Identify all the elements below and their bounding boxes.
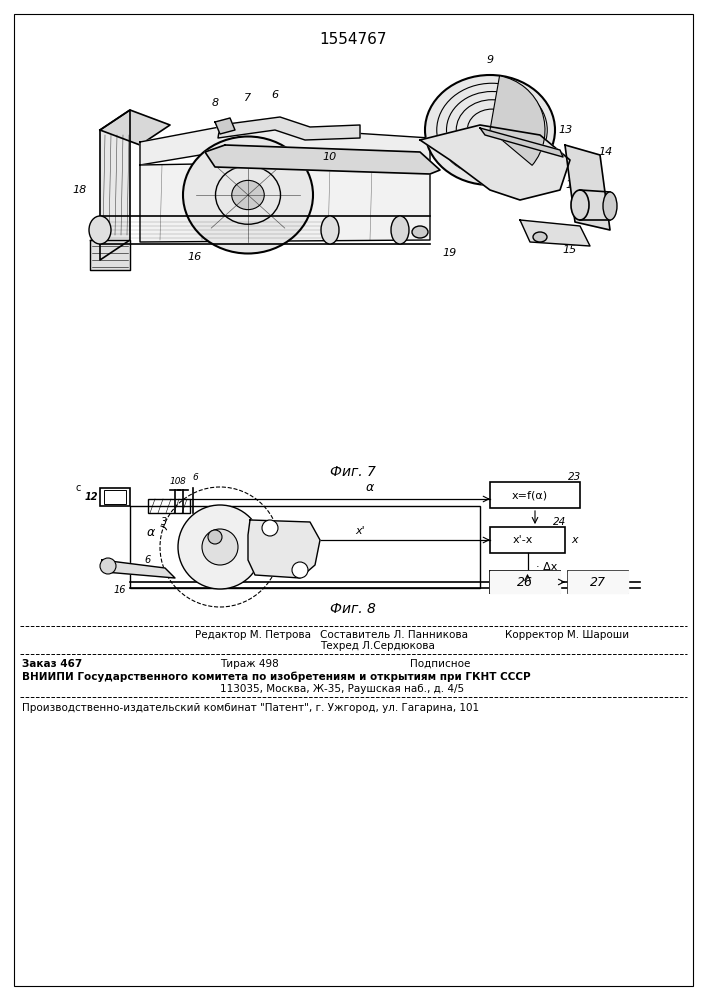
Polygon shape [520,220,590,246]
Bar [490,571,560,593]
Polygon shape [90,240,130,270]
Circle shape [202,529,238,565]
Text: 6: 6 [271,90,279,100]
Text: Техред Л.Сердюкова: Техред Л.Сердюкова [320,641,435,651]
Text: x'-x: x'-x [513,535,532,545]
Wedge shape [490,76,545,165]
Bar [130,506,480,588]
Text: 7: 7 [245,93,252,103]
Text: 9: 9 [486,55,493,65]
Polygon shape [100,110,130,260]
Ellipse shape [425,75,555,185]
Text: 25: 25 [189,517,201,527]
Text: 6: 6 [145,555,151,565]
Bar [148,499,190,513]
Text: 11: 11 [228,526,240,534]
Bar [490,482,580,508]
Polygon shape [565,145,610,230]
Text: 21: 21 [228,546,240,554]
Circle shape [292,562,308,578]
Polygon shape [215,118,235,134]
Text: 20: 20 [197,526,208,534]
Text: 8: 8 [180,477,186,486]
Bar [568,571,628,593]
Text: x: x [572,535,578,545]
Circle shape [178,505,262,589]
Ellipse shape [183,136,313,253]
Text: 1554767: 1554767 [320,32,387,47]
Polygon shape [218,117,360,140]
Bar [100,488,130,506]
Ellipse shape [533,232,547,242]
Ellipse shape [232,180,264,210]
Polygon shape [140,160,430,242]
Bar [104,490,126,504]
Text: Фиг. 8: Фиг. 8 [330,602,376,616]
Text: 3: 3 [161,517,167,527]
Text: 12: 12 [85,492,98,502]
Text: 16: 16 [114,585,127,595]
Text: 13: 13 [558,125,572,135]
Ellipse shape [603,192,617,220]
Text: α: α [147,526,155,538]
Text: 6: 6 [192,473,198,482]
Text: Корректор М. Шароши: Корректор М. Шароши [505,630,629,640]
Text: 18: 18 [73,185,87,195]
Ellipse shape [89,216,111,244]
Text: 8: 8 [211,98,218,108]
Text: Тираж 498: Тираж 498 [220,659,279,669]
Ellipse shape [391,216,409,244]
Polygon shape [102,560,175,578]
Text: α: α [366,481,374,494]
Text: Заказ 467: Заказ 467 [22,659,82,669]
Text: Редактор М. Петрова: Редактор М. Петрова [195,630,311,640]
Text: Подписное: Подписное [410,659,470,669]
Polygon shape [205,145,440,174]
Circle shape [100,558,116,574]
Text: 10: 10 [323,152,337,162]
Polygon shape [480,128,563,157]
Polygon shape [490,571,560,593]
Circle shape [208,530,222,544]
Text: · Δx: · Δx [535,562,557,572]
Text: 113035, Москва, Ж-35, Раушская наб., д. 4/5: 113035, Москва, Ж-35, Раушская наб., д. … [220,684,464,694]
Text: 11: 11 [468,107,482,117]
Text: 15: 15 [563,245,577,255]
Text: ВНИИПИ Государственного комитета по изобретениям и открытиям при ГКНТ СССР: ВНИИПИ Государственного комитета по изоб… [22,672,531,682]
Text: 23: 23 [568,472,582,482]
Ellipse shape [321,216,339,244]
Text: c: c [76,483,81,493]
Polygon shape [568,571,628,593]
Text: 12: 12 [565,180,579,190]
Text: 10: 10 [169,477,181,486]
Bar [220,532,240,546]
Text: 27: 27 [590,576,606,588]
Text: 24: 24 [554,517,566,527]
Polygon shape [248,520,320,578]
Text: 26: 26 [517,576,533,588]
Text: 16: 16 [188,252,202,262]
Text: x': x' [239,533,247,543]
Circle shape [262,520,278,536]
Text: Фиг. 7: Фиг. 7 [330,465,376,479]
Text: 19: 19 [443,248,457,258]
Polygon shape [100,110,170,145]
Text: x=f(α): x=f(α) [512,490,548,500]
Polygon shape [420,125,570,200]
Text: x': x' [355,526,365,536]
Text: 14: 14 [598,147,612,157]
Text: Составитель Л. Панникова: Составитель Л. Панникова [320,630,468,640]
Text: Производственно-издательский комбинат "Патент", г. Ужгород, ул. Гагарина, 101: Производственно-издательский комбинат "П… [22,703,479,713]
Ellipse shape [412,226,428,238]
Bar [490,527,565,553]
Bar [490,571,560,593]
Ellipse shape [571,190,589,220]
Polygon shape [140,125,430,165]
